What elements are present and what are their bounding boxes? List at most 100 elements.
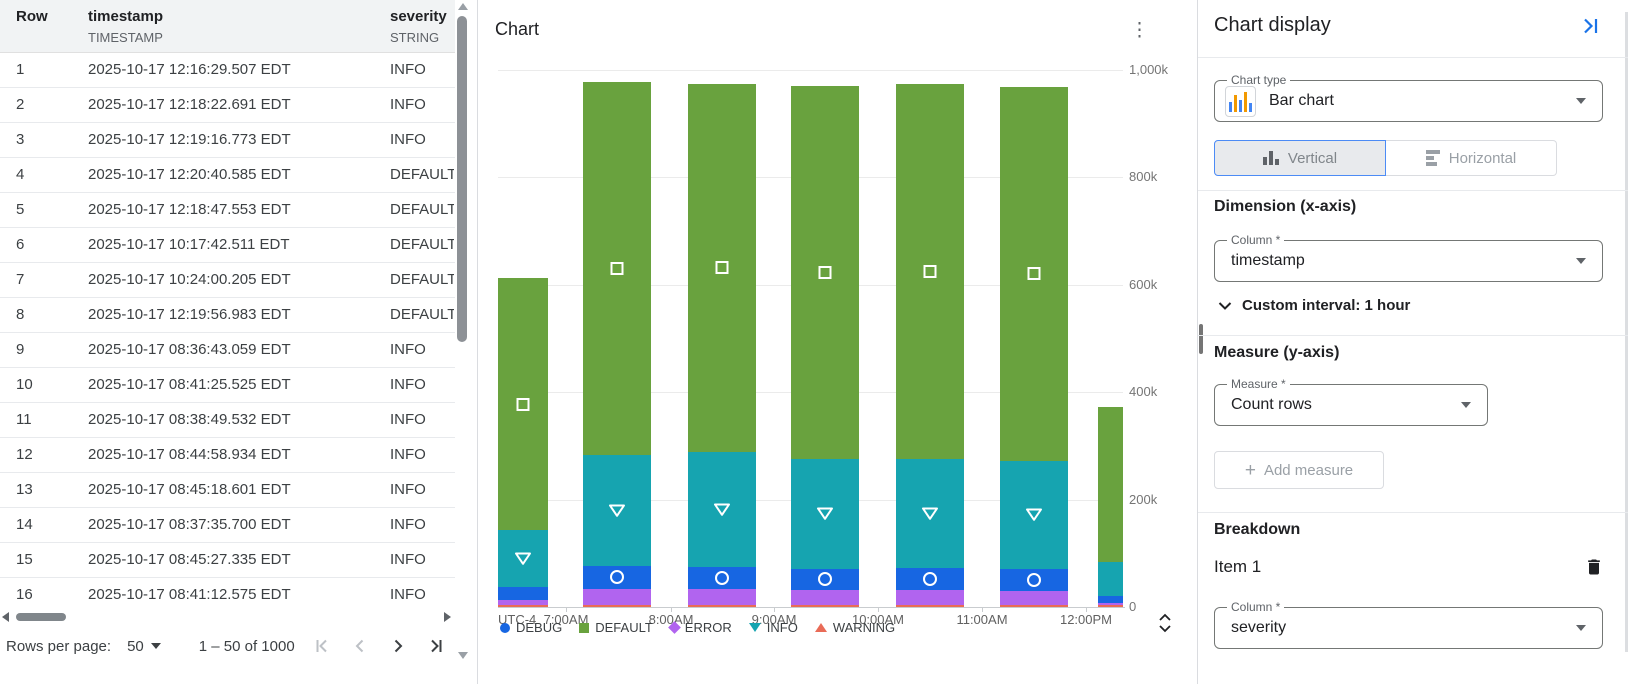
bar-segment-info[interactable] — [688, 451, 756, 567]
legend-label: ERROR — [684, 620, 732, 635]
bar-segment-warning[interactable] — [1098, 604, 1123, 607]
bar-segment-error[interactable] — [1098, 602, 1123, 605]
legend-item-info: INFO — [748, 620, 798, 635]
timestamp-cell: 2025-10-17 08:45:27.335 EDT — [88, 551, 291, 568]
panel-scrollbar[interactable] — [1625, 12, 1628, 652]
collapse-panel-icon[interactable] — [1581, 17, 1600, 35]
x-axis-tick — [878, 607, 879, 612]
y-axis-tick-label: 200k — [1129, 491, 1158, 507]
rows-per-page-label: Rows per page: — [6, 637, 112, 655]
timestamp-cell: 2025-10-17 08:44:58.934 EDT — [88, 446, 291, 463]
row-number: 6 — [16, 236, 25, 253]
bar-segment-info[interactable] — [1000, 460, 1068, 569]
custom-interval-expander[interactable]: Custom interval: 1 hour — [1218, 297, 1410, 314]
panel-scroll-indicator[interactable] — [1199, 324, 1203, 354]
first-page-icon[interactable] — [313, 637, 331, 655]
table-vertical-scrollbar[interactable] — [456, 0, 470, 684]
scroll-up-icon[interactable] — [458, 3, 468, 10]
bar-segment-error[interactable] — [688, 588, 756, 605]
legend-diamond-icon — [667, 621, 681, 634]
legend-label: WARNING — [832, 620, 896, 635]
x-axis-tick-label: 10:00AM — [851, 612, 905, 627]
stacked-bar-8:00AM[interactable] — [688, 83, 756, 607]
timestamp-cell: 2025-10-17 12:18:22.691 EDT — [88, 96, 291, 113]
bar-segment-error[interactable] — [583, 588, 651, 605]
breakdown-item-title: Item 1 — [1214, 557, 1262, 576]
bar-segment-debug[interactable] — [498, 587, 548, 601]
bar-segment-default[interactable] — [791, 86, 859, 459]
scroll-right-icon[interactable] — [444, 612, 451, 622]
legend-item-debug: DEBUG — [500, 620, 562, 635]
severity-cell: INFO — [390, 446, 426, 463]
bar-segment-warning[interactable] — [583, 604, 651, 607]
bar-segment-error[interactable] — [498, 600, 548, 605]
table-row: 7 2025-10-17 10:24:00.205 EDT DEFAULT — [0, 263, 455, 298]
bar-segment-info[interactable] — [1098, 561, 1123, 596]
bar-segment-default[interactable] — [1000, 86, 1068, 461]
chart-type-value: Bar chart — [1269, 92, 1334, 109]
stacked-bar-12:00PM[interactable] — [1098, 407, 1123, 607]
bar-segment-warning[interactable] — [688, 604, 756, 607]
chart-type-select[interactable]: Chart type Bar chart — [1214, 73, 1603, 122]
scroll-down-icon[interactable] — [458, 652, 468, 659]
delete-icon[interactable] — [1584, 556, 1604, 578]
stacked-bar-6:00AM[interactable] — [498, 277, 548, 607]
column-type: TIMESTAMP — [88, 30, 163, 45]
vertical-scrollbar-thumb[interactable] — [457, 16, 467, 342]
add-measure-button[interactable]: + Add measure — [1214, 451, 1384, 489]
bar-segment-warning[interactable] — [896, 604, 964, 607]
stacked-bar-11:00AM[interactable] — [1000, 86, 1068, 607]
table-row: 5 2025-10-17 12:18:47.553 EDT DEFAULT — [0, 193, 455, 228]
bar-segment-default[interactable] — [583, 81, 651, 455]
bar-segment-error[interactable] — [1000, 590, 1068, 605]
breakdown-column-select[interactable]: Column * severity — [1214, 600, 1603, 649]
chart-card: Chart ⋮ UTC-4 1,000k 800k 600k 400k 200k 0 7:… — [477, 0, 1197, 684]
stacked-bar-7:00AM[interactable] — [583, 81, 651, 607]
bar-segment-warning[interactable] — [1000, 604, 1068, 607]
scroll-left-icon[interactable] — [2, 612, 9, 622]
stacked-bar-9:00AM[interactable] — [791, 86, 859, 607]
legend-circle-icon — [500, 622, 510, 633]
bar-segment-default[interactable] — [896, 83, 964, 459]
more-options-icon[interactable]: ⋮ — [1130, 20, 1149, 41]
bar-segment-debug[interactable] — [1098, 595, 1123, 603]
bar-segment-default[interactable] — [498, 277, 548, 531]
severity-cell: INFO — [390, 481, 426, 498]
horizontal-scrollbar-thumb[interactable] — [16, 613, 66, 621]
severity-cell: INFO — [390, 131, 426, 148]
divider — [1198, 57, 1628, 58]
horizontal-scrollbar[interactable] — [0, 608, 455, 626]
vertical-toggle-button[interactable]: Vertical — [1214, 140, 1386, 176]
panel-title: Chart display — [1214, 14, 1331, 36]
horizontal-toggle-button[interactable]: Horizontal — [1386, 140, 1557, 176]
plot-area — [498, 70, 1123, 607]
page-size-dropdown[interactable]: 50 — [127, 638, 161, 655]
next-page-icon[interactable] — [389, 637, 407, 655]
dropdown-caret-icon — [150, 643, 161, 649]
legend-label: DEFAULT — [595, 620, 653, 635]
bar-segment-warning[interactable] — [791, 604, 859, 607]
bar-segment-info[interactable] — [583, 454, 651, 566]
bar-segment-info[interactable] — [791, 458, 859, 569]
dimension-column-select[interactable]: Column * timestamp — [1214, 233, 1603, 282]
bar-segment-error[interactable] — [791, 589, 859, 605]
last-page-icon[interactable] — [427, 637, 445, 655]
measure-select[interactable]: Measure * Count rows — [1214, 377, 1488, 426]
column-name: timestamp — [88, 8, 164, 25]
bar-segment-info[interactable] — [498, 530, 548, 588]
marker-triangle-down-icon — [815, 506, 835, 521]
table-row: 9 2025-10-17 08:36:43.059 EDT INFO — [0, 333, 455, 368]
timestamp-cell: 2025-10-17 12:16:29.507 EDT — [88, 61, 291, 78]
expand-chart-icon[interactable] — [1156, 610, 1174, 636]
bar-segment-default[interactable] — [1098, 407, 1123, 562]
table-row: 8 2025-10-17 12:19:56.983 EDT DEFAULT — [0, 298, 455, 333]
results-table-panel: Row timestamp TIMESTAMP severity STRING … — [0, 0, 455, 684]
stacked-bar-10:00AM[interactable] — [896, 83, 964, 607]
bar-segment-default[interactable] — [688, 83, 756, 452]
bar-segment-warning[interactable] — [498, 604, 548, 607]
divider — [1198, 512, 1628, 513]
bar-segment-error[interactable] — [896, 589, 964, 605]
column-name: Row — [16, 8, 48, 25]
bar-segment-info[interactable] — [896, 458, 964, 568]
prev-page-icon[interactable] — [351, 637, 369, 655]
